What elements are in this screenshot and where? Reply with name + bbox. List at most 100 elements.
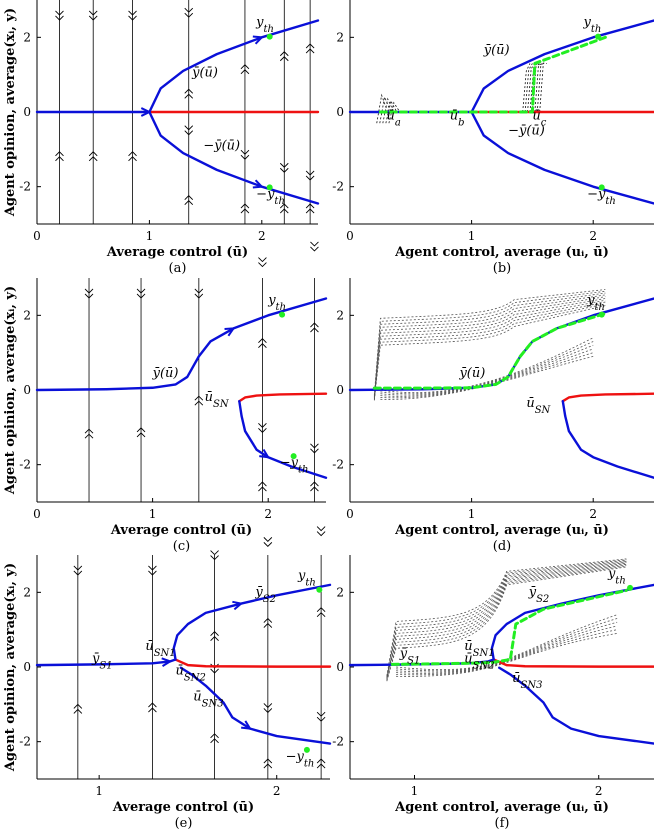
series-stable-3 [470, 110, 654, 205]
series-stable-2 [561, 400, 654, 479]
flow-chevron [55, 151, 64, 157]
flow-chevron [310, 486, 319, 492]
flow-chevron [258, 338, 267, 343]
threshold-marker [316, 586, 323, 593]
flow-chevron [184, 130, 194, 136]
flow-chevron [279, 162, 289, 168]
agent-trajectory [388, 101, 401, 124]
annotation-label: ȳS1 [399, 647, 421, 667]
flow-chevron [316, 716, 326, 722]
annotation-label: −ȳ(ū) [203, 138, 240, 153]
agent-trajectory [386, 560, 627, 678]
series-stable-2 [238, 400, 328, 479]
threshold-marker [303, 746, 310, 753]
x-tick-label: 0 [346, 229, 354, 243]
annotation-label: ūSN3 [193, 690, 223, 710]
flow-chevron [258, 343, 267, 348]
y-tick-label: 2 [23, 30, 31, 44]
flow-chevron [148, 570, 157, 576]
agent-trajectory [386, 558, 627, 676]
flow-chevron [148, 702, 157, 708]
flow-chevron [305, 208, 315, 214]
x-tick-label: 2 [273, 784, 281, 798]
flow-chevron [316, 526, 326, 532]
annotation-label: ȳS2 [528, 585, 550, 605]
flow-chevron [136, 288, 146, 294]
x-axis-label: Agent control, average (uᵢ, ū) [394, 800, 609, 815]
agent-trajectory [380, 352, 594, 399]
series-stable-2 [172, 583, 332, 661]
annotation-label: ūSN1 [145, 639, 175, 659]
branch-arrowhead [259, 448, 271, 459]
flow-chevron [136, 432, 146, 438]
agent-trajectory [373, 292, 606, 397]
threshold-marker [290, 453, 297, 460]
flow-chevron [184, 88, 194, 94]
branch-arrowhead [161, 657, 173, 667]
branch-arrowhead [252, 35, 264, 45]
flow-chevron [310, 246, 319, 252]
flow-chevron [88, 10, 98, 16]
branch-arrowhead [232, 600, 244, 611]
flow-chevron [258, 428, 267, 433]
flow-chevron [55, 156, 64, 162]
x-axis-label: Average control (ū) [112, 800, 254, 815]
flow-chevron [136, 293, 146, 299]
flow-chevron [136, 427, 146, 433]
annotation-label: ȳ(ū) [152, 366, 179, 381]
flow-chevron [128, 15, 137, 21]
flow-chevron [210, 550, 219, 556]
annotation-label: ūSN [205, 390, 230, 410]
threshold-marker [598, 184, 605, 191]
x-tick-label: 1 [146, 229, 154, 243]
y-tick-label: 2 [336, 30, 344, 44]
flow-chevron [263, 758, 273, 764]
flow-chevron [316, 531, 326, 537]
flow-chevron [305, 175, 315, 181]
annotation-label: ȳ(ū) [483, 43, 510, 58]
flow-chevron [210, 668, 219, 674]
y-axis-label: Agent opinion, average(xᵢ, y) [3, 286, 18, 495]
annotation-label: ūSN [526, 396, 551, 416]
annotation-label: ȳ(ū) [458, 366, 485, 381]
flow-chevron [316, 711, 326, 717]
flow-chevron [263, 763, 273, 769]
flow-chevron [263, 537, 273, 543]
threshold-marker [598, 311, 605, 318]
agent-trajectory [396, 633, 618, 677]
flow-chevron [73, 570, 83, 576]
flow-chevron [210, 738, 219, 744]
flow-chevron [258, 423, 267, 428]
flow-chevron [263, 617, 273, 623]
flow-chevron [263, 622, 273, 628]
annotation-label: yth [586, 293, 605, 313]
annotation-label: −yth [280, 456, 309, 476]
annotation-label: ȳS1 [91, 652, 113, 672]
agent-trajectory [539, 62, 548, 113]
x-axis-label: Average control (ū) [106, 245, 248, 260]
series-trajectory-4 [390, 588, 628, 666]
flow-chevron [84, 293, 94, 299]
flow-chevron [84, 288, 94, 294]
series-trajectory-4 [378, 35, 607, 114]
series-stable-0 [348, 297, 654, 392]
y-tick-label: -2 [332, 180, 344, 194]
flow-chevron [316, 758, 326, 764]
flow-chevron [316, 612, 326, 618]
flow-chevron [279, 203, 289, 209]
x-tick-label: 2 [589, 507, 597, 521]
y-tick-label: 0 [336, 105, 344, 119]
flow-chevron [305, 43, 315, 49]
annotation-label: −yth [256, 187, 285, 207]
agent-trajectory [386, 566, 627, 682]
flow-chevron [194, 400, 204, 406]
agent-trajectory [382, 97, 395, 124]
x-axis-label: Agent control, average (uᵢ, ū) [394, 523, 609, 538]
agent-trajectory [532, 63, 540, 113]
annotation-label: yth [297, 568, 316, 588]
annotation-label: yth [267, 293, 286, 313]
flow-chevron [210, 631, 219, 636]
flow-chevron [55, 15, 64, 21]
